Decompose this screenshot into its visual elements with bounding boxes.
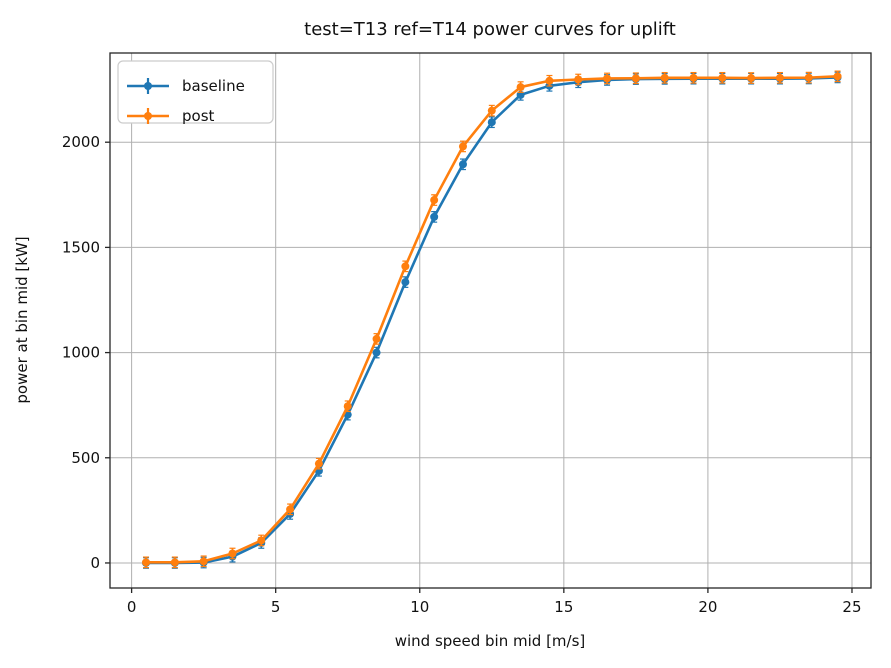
post-point (257, 536, 266, 545)
post-point (487, 106, 496, 115)
post-point (401, 262, 410, 271)
post-point (286, 505, 295, 514)
baseline-point (401, 278, 410, 287)
legend-box (117, 60, 274, 124)
legend-item-post: post (127, 107, 215, 125)
y-tick-label: 1000 (62, 344, 100, 362)
post-point (516, 83, 525, 92)
post-line (146, 75, 838, 564)
y-axis-label: power at bin mid [kW] (13, 236, 31, 403)
post-point (804, 73, 813, 82)
baseline-point (487, 118, 496, 127)
plot-border (109, 52, 872, 589)
baseline-line (146, 76, 838, 565)
post-point (603, 74, 612, 83)
y-tick-label: 500 (71, 449, 100, 467)
baseline-point (430, 212, 439, 221)
legend: baseline post (117, 60, 274, 125)
x-axis-label: wind speed bin mid [m/s] (395, 632, 586, 650)
post-point (718, 73, 727, 82)
grid-layer (110, 53, 871, 588)
x-tick-label: 5 (271, 598, 281, 616)
post-point (631, 74, 640, 83)
post-legend-marker-dot (144, 112, 152, 120)
x-tick-label: 20 (698, 598, 717, 616)
post-point (199, 557, 208, 566)
post-point (660, 73, 669, 82)
post-point (574, 75, 583, 84)
x-tick-label: 10 (410, 598, 429, 616)
y-tick-label: 2000 (62, 133, 100, 151)
baseline-point (372, 348, 381, 357)
y-tick-label: 0 (90, 554, 100, 572)
post-point (228, 549, 237, 558)
post-point (372, 334, 381, 343)
post-point (170, 558, 179, 567)
y-tick-label: 1500 (62, 238, 100, 256)
baseline-legend-label: baseline (182, 77, 245, 95)
chart-title: test=T13 ref=T14 power curves for uplift (304, 19, 676, 40)
post-point (833, 72, 842, 81)
series-layer (142, 70, 842, 569)
x-tick-label: 25 (842, 598, 861, 616)
post-legend-label: post (182, 107, 215, 125)
post-point (689, 73, 698, 82)
post-point (314, 459, 323, 468)
post-point (430, 196, 439, 205)
baseline-point (458, 160, 467, 169)
legend-item-baseline: baseline (127, 77, 245, 95)
baseline-legend-marker-dot (144, 82, 152, 90)
post-point (142, 558, 151, 567)
post-point (775, 73, 784, 82)
x-tick-label: 0 (127, 598, 137, 616)
x-tick-label: 15 (554, 598, 573, 616)
post-point (343, 402, 352, 411)
post-point (458, 142, 467, 151)
tick-layer: 0 5 10 15 20 25 0 500 1000 1500 2000 (62, 133, 862, 616)
post-point (545, 76, 554, 85)
post-point (747, 74, 756, 83)
